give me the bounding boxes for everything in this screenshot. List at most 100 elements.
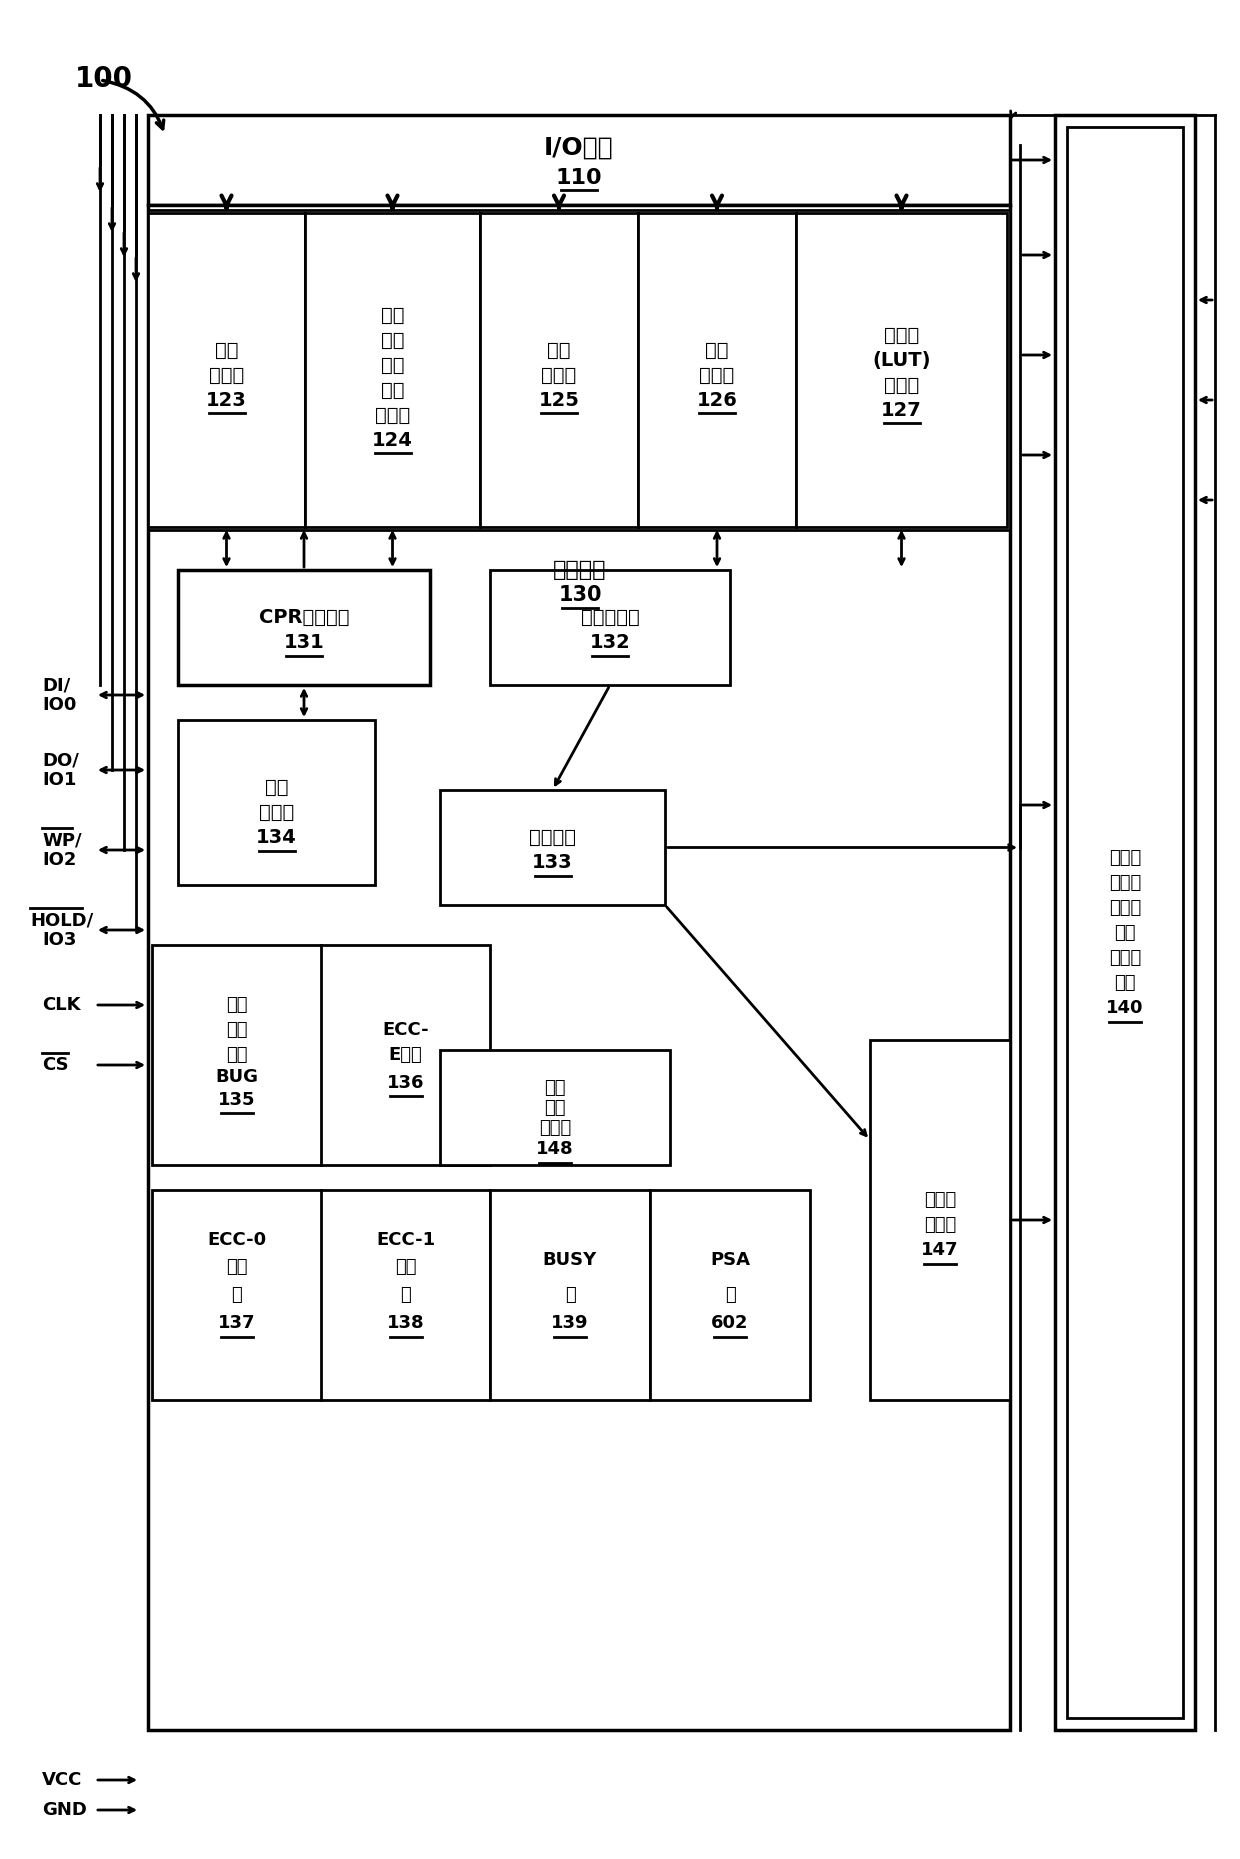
Bar [148, 214, 305, 526]
Text: ECC-0: ECC-0 [207, 1231, 267, 1249]
Text: CPR坏块逻辑: CPR坏块逻辑 [259, 608, 350, 626]
Text: ECC-: ECC- [382, 1021, 429, 1039]
Bar [1066, 126, 1183, 1718]
Text: IO0: IO0 [42, 695, 77, 714]
Bar [179, 571, 430, 684]
Text: 指令: 指令 [547, 340, 570, 359]
Text: 状态: 状态 [215, 340, 238, 359]
Text: IO2: IO2 [42, 851, 77, 868]
Text: 坏块: 坏块 [265, 779, 288, 798]
Text: 启动: 启动 [544, 1099, 565, 1117]
Bar [305, 214, 480, 526]
Text: VCC: VCC [42, 1772, 82, 1788]
Text: 高电压: 高电压 [924, 1192, 956, 1208]
Text: IO3: IO3 [42, 931, 77, 948]
Bar [490, 571, 730, 684]
Text: 124: 124 [372, 431, 413, 450]
Text: 双平面: 双平面 [1109, 848, 1141, 866]
Text: 148: 148 [536, 1141, 574, 1158]
Bar [870, 1039, 1011, 1400]
Text: 映射逻辑: 映射逻辑 [529, 827, 577, 848]
Text: 页面: 页面 [381, 331, 404, 349]
Text: 阵列: 阵列 [1115, 974, 1136, 991]
Text: 126: 126 [697, 390, 738, 409]
Text: 132: 132 [590, 634, 630, 653]
Text: CLK: CLK [42, 996, 81, 1013]
Text: 123: 123 [206, 390, 247, 409]
Text: I/O控制: I/O控制 [544, 136, 614, 160]
Text: 110: 110 [556, 167, 603, 188]
Text: PSA: PSA [711, 1251, 750, 1270]
Text: 快闪: 快闪 [1115, 924, 1136, 941]
Text: 产生器: 产生器 [924, 1216, 956, 1234]
Text: 位: 位 [564, 1286, 575, 1303]
Text: 位: 位 [401, 1286, 410, 1303]
Text: 135: 135 [218, 1091, 255, 1110]
Text: E旗标: E旗标 [388, 1047, 423, 1063]
Text: 读取: 读取 [381, 355, 404, 374]
Text: 位: 位 [231, 1286, 242, 1303]
Text: WP/: WP/ [42, 831, 82, 850]
Bar [1055, 115, 1195, 1731]
Text: 138: 138 [387, 1314, 424, 1333]
Text: 暂存器: 暂存器 [884, 376, 919, 394]
Bar [148, 204, 1011, 1731]
Bar [440, 1050, 670, 1166]
Text: 131: 131 [284, 634, 325, 653]
Text: 136: 136 [387, 1075, 424, 1091]
Bar [796, 214, 1007, 526]
Text: 存储器: 存储器 [1109, 948, 1141, 967]
Text: BUG: BUG [215, 1069, 258, 1086]
Text: 地址: 地址 [381, 381, 404, 400]
Text: (LUT): (LUT) [872, 351, 931, 370]
Bar [148, 115, 1011, 204]
Text: 暂存器: 暂存器 [259, 803, 294, 822]
Text: CS: CS [42, 1056, 68, 1075]
Text: GND: GND [42, 1801, 87, 1818]
Text: 地址: 地址 [706, 340, 729, 359]
Text: BUSY: BUSY [543, 1251, 598, 1270]
Text: 位: 位 [724, 1286, 735, 1303]
Text: 缓冲: 缓冲 [226, 996, 247, 1013]
Text: 模式: 模式 [226, 1021, 247, 1039]
Text: 暂存器: 暂存器 [699, 366, 734, 385]
Text: 电源: 电源 [544, 1078, 565, 1097]
Text: 147: 147 [921, 1242, 959, 1259]
Text: 134: 134 [257, 827, 296, 848]
Text: 602: 602 [712, 1314, 749, 1333]
Text: 100: 100 [74, 65, 133, 93]
Text: 控制逻辑: 控制逻辑 [553, 560, 606, 580]
Text: 140: 140 [1106, 998, 1143, 1017]
Text: 130: 130 [558, 586, 601, 604]
Text: ECC-1: ECC-1 [376, 1231, 435, 1249]
Bar [153, 1190, 490, 1400]
Bar [153, 944, 490, 1166]
Text: 地址计数器: 地址计数器 [580, 608, 640, 626]
Text: 暂存器: 暂存器 [542, 366, 577, 385]
Bar [148, 210, 1011, 530]
Text: 暂存器: 暂存器 [374, 405, 410, 424]
Text: DO/: DO/ [42, 751, 79, 770]
Text: 交错式: 交错式 [1109, 874, 1141, 892]
Bar [650, 1190, 810, 1400]
Text: HOLD/: HOLD/ [30, 911, 93, 930]
Text: 查找表: 查找表 [884, 325, 919, 344]
Text: 127: 127 [882, 400, 921, 420]
Bar [440, 790, 665, 905]
Text: 137: 137 [218, 1314, 255, 1333]
Text: 139: 139 [552, 1314, 589, 1333]
Text: 暂存器: 暂存器 [208, 366, 244, 385]
Text: 状态: 状态 [226, 1259, 247, 1275]
Text: 133: 133 [532, 853, 573, 872]
Text: 125: 125 [538, 390, 579, 409]
Bar [490, 1190, 650, 1400]
Text: 与非门: 与非门 [1109, 898, 1141, 916]
Text: 旗标: 旗标 [226, 1047, 247, 1063]
Bar [480, 214, 639, 526]
Bar [179, 719, 374, 885]
Text: 状态: 状态 [394, 1259, 417, 1275]
Text: DI/: DI/ [42, 677, 71, 693]
Text: 连续: 连续 [381, 305, 404, 325]
Text: IO1: IO1 [42, 771, 77, 788]
Text: 检测器: 检测器 [539, 1119, 572, 1136]
